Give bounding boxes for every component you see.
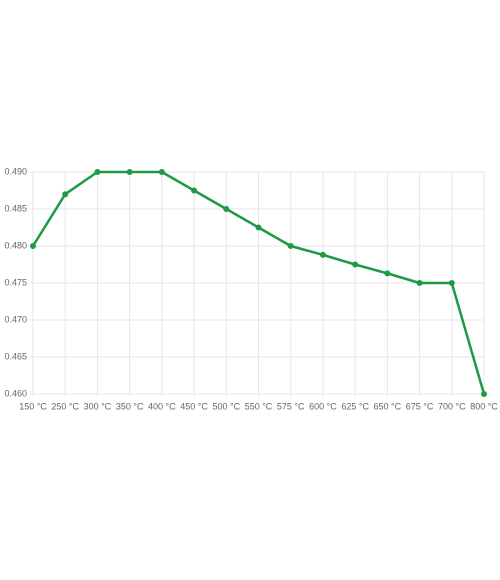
point: [30, 243, 36, 249]
x-tick-label: 575 °C: [277, 401, 305, 411]
x-tick-label: 650 °C: [374, 401, 402, 411]
x-tick-label: 675 °C: [406, 401, 434, 411]
x-tick-label: 400 °C: [148, 401, 176, 411]
x-tick-label: 550 °C: [245, 401, 273, 411]
point: [448, 280, 455, 286]
y-tick-label: 0.480: [4, 240, 27, 250]
point: [62, 191, 69, 198]
point: [126, 169, 133, 175]
y-tick-label: 0.490: [4, 166, 27, 176]
y-tick-label: 0.465: [4, 351, 27, 361]
x-tick-label: 350 °C: [116, 401, 144, 411]
point: [481, 391, 487, 397]
x-tick-label: 600 °C: [309, 401, 337, 411]
point: [287, 243, 294, 249]
x-tick-label: 150 °C: [19, 401, 47, 411]
x-tick-label: 800 °C: [470, 401, 498, 411]
y-tick-label: 0.475: [4, 277, 27, 287]
y-tick-label: 0.460: [4, 388, 27, 398]
point: [352, 261, 359, 268]
y-tick-label: 0.485: [4, 203, 27, 213]
y-tick-label: 0.470: [4, 314, 27, 324]
x-tick-label: 700 °C: [438, 401, 466, 411]
point: [158, 169, 165, 175]
point: [255, 224, 262, 231]
point: [223, 206, 230, 212]
point: [94, 169, 101, 175]
x-tick-label: 500 °C: [212, 401, 240, 411]
point: [319, 251, 326, 258]
x-tick-label: 625 °C: [341, 401, 369, 411]
point: [416, 280, 423, 286]
x-tick-label: 300 °C: [84, 401, 112, 411]
point: [191, 187, 198, 194]
x-tick-label: 450 °C: [180, 401, 208, 411]
x-tick-label: 250 °C: [51, 401, 79, 411]
point: [384, 270, 391, 277]
